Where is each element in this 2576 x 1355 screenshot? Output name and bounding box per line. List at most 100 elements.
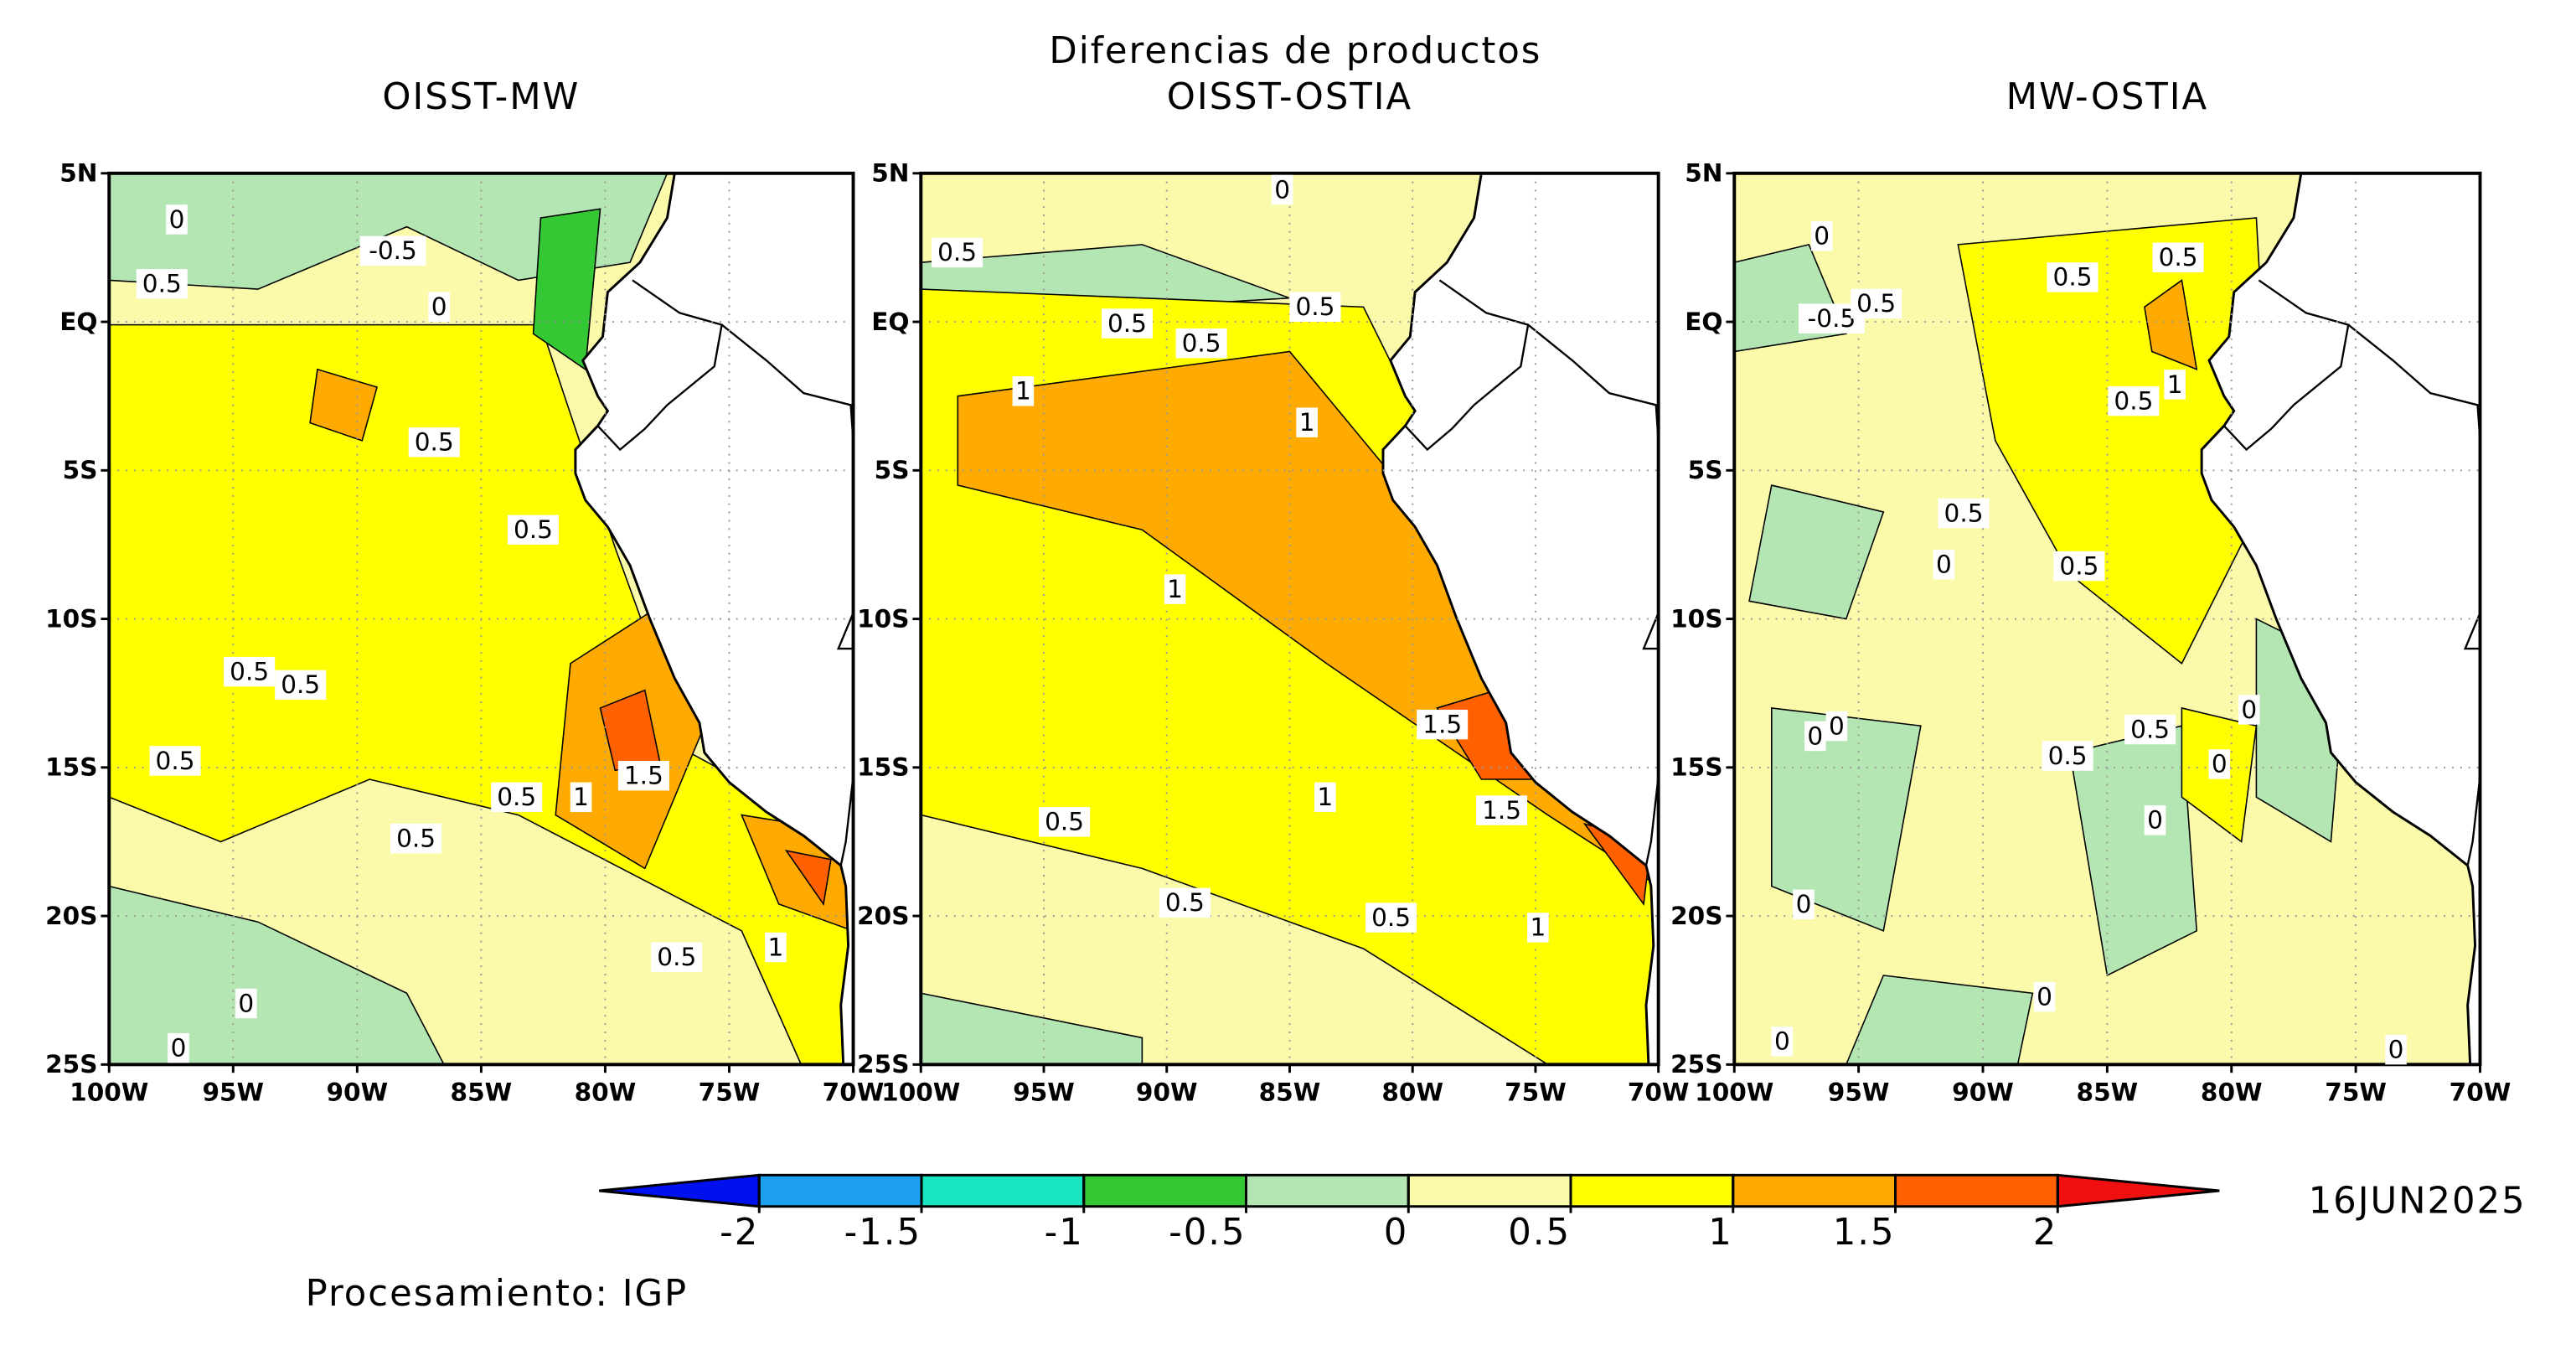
border	[720, 323, 854, 441]
anomaly-region	[784, 849, 832, 906]
contour-label: 0.5	[497, 783, 536, 811]
y-tick-label: 20S	[45, 902, 97, 930]
coastline	[2200, 173, 2477, 1065]
contour-label-bg	[1289, 292, 1341, 323]
contour-label-bg	[1314, 782, 1336, 813]
contour-label: 0	[2212, 750, 2228, 778]
contour-label-bg	[1101, 308, 1153, 339]
contour-label-bg	[2144, 805, 2166, 835]
contour-label: 0.5	[2114, 386, 2153, 415]
y-tick-label: 20S	[1670, 902, 1722, 930]
y-tick-label: 25S	[1670, 1050, 1722, 1078]
y-tick-label: 10S	[1670, 604, 1722, 633]
contour-label: 0.5	[937, 238, 977, 266]
figure-title: Diferencias de productos	[1049, 30, 1541, 72]
colorbar-tick-label: 2	[2033, 1212, 2058, 1254]
contour-label: 1.5	[1422, 710, 1462, 738]
x-tick-label: 80W	[2201, 1078, 2263, 1107]
map-fill	[109, 173, 854, 1065]
contour-label: 0.5	[281, 670, 320, 699]
border	[1642, 613, 1659, 650]
x-tick-label: 95W	[1013, 1078, 1075, 1107]
contour-label: 0.5	[1296, 292, 1335, 321]
contour-label: 0.5	[1165, 888, 1205, 917]
y-tick-label: 20S	[857, 902, 909, 930]
anomaly-region	[1957, 217, 2273, 665]
contour-label: 0.5	[657, 943, 696, 971]
contour-label: 0.5	[230, 657, 269, 685]
x-tick-label: 100W	[70, 1078, 148, 1107]
x-tick-label: 80W	[1381, 1078, 1443, 1107]
y-tick-label: 5S	[63, 456, 98, 484]
y-tick-label: 5S	[1688, 456, 1723, 484]
contour-label-bg	[136, 269, 188, 299]
contour-label-bg	[359, 235, 426, 266]
y-tick-label: 5N	[871, 159, 909, 188]
coastline	[1381, 173, 1655, 1065]
colorbar-tick-label: 1	[1708, 1212, 1733, 1254]
contour-label: 0.5	[2059, 551, 2098, 580]
anomaly-region	[2144, 279, 2198, 371]
contour-label-bg	[617, 760, 669, 791]
colorbar-tick-label: 0.5	[1508, 1212, 1571, 1254]
contour-label-bg	[1417, 709, 1469, 740]
contour-label: 0.5	[1944, 499, 1984, 527]
panel-title: OISST-MW	[382, 76, 580, 118]
anomaly-region	[921, 992, 1143, 1065]
contour-label-bg	[1804, 721, 1826, 752]
contour-label-bg	[390, 823, 442, 854]
contour-label: 1.5	[1482, 796, 1521, 825]
contour-label: 0.5	[1371, 903, 1411, 932]
border	[2347, 323, 2480, 441]
y-tick-label: EQ	[871, 308, 909, 336]
contour-label: 1.5	[624, 762, 663, 790]
y-tick-label: 25S	[45, 1050, 97, 1078]
contour-label: 0	[1814, 221, 1830, 250]
land	[575, 173, 854, 1065]
x-tick-label: 75W	[699, 1078, 761, 1107]
anomaly-region	[1770, 707, 1922, 932]
colorbar-arrow-high	[2056, 1173, 2220, 1208]
colorbar-segment	[1732, 1173, 1897, 1208]
x-tick-label: 100W	[1695, 1078, 1773, 1107]
contour-label: 0.5	[1107, 309, 1147, 338]
x-tick-label: 80W	[575, 1078, 637, 1107]
contour-label-bg	[2047, 262, 2098, 292]
contour-label: 0	[171, 1034, 187, 1063]
contour-label-bg	[428, 292, 450, 323]
contour-label: 0.5	[2053, 263, 2093, 292]
contour-label: 1	[1530, 913, 1546, 942]
y-tick-label: EQ	[1685, 308, 1722, 336]
contour-label: 0.5	[396, 824, 436, 852]
land	[2202, 173, 2480, 1065]
y-tick-label: 5N	[59, 159, 97, 188]
y-tick-label: 15S	[857, 753, 909, 782]
y-tick-label: 25S	[857, 1050, 909, 1078]
y-tick-label: 10S	[857, 604, 909, 633]
contour-label-bg	[932, 237, 983, 268]
contour-label-bg	[2164, 370, 2186, 400]
contour-label: 1	[1015, 377, 1031, 406]
contour-label-bg	[1164, 574, 1186, 604]
colorbar-arrow-low	[599, 1173, 761, 1208]
contour-label: 0.5	[2048, 742, 2088, 770]
border	[2466, 776, 2480, 866]
x-tick-label: 95W	[202, 1078, 264, 1107]
panel-title: MW-OSTIA	[2006, 76, 2209, 118]
contour-label-bg	[1810, 220, 1833, 251]
border	[836, 613, 854, 650]
colorbar-tick-label: 1.5	[1833, 1212, 1896, 1254]
x-tick-label: 85W	[2077, 1078, 2139, 1107]
x-tick-label: 90W	[327, 1078, 389, 1107]
x-tick-label: 90W	[1136, 1078, 1198, 1107]
colorbar-tick-label: -0.5	[1169, 1212, 1246, 1254]
border	[1404, 279, 1530, 452]
contour-label-bg	[507, 515, 559, 545]
anomaly-region	[309, 368, 378, 442]
y-tick-label: 15S	[45, 753, 97, 782]
border	[839, 776, 854, 866]
anomaly-region	[1748, 484, 1885, 620]
